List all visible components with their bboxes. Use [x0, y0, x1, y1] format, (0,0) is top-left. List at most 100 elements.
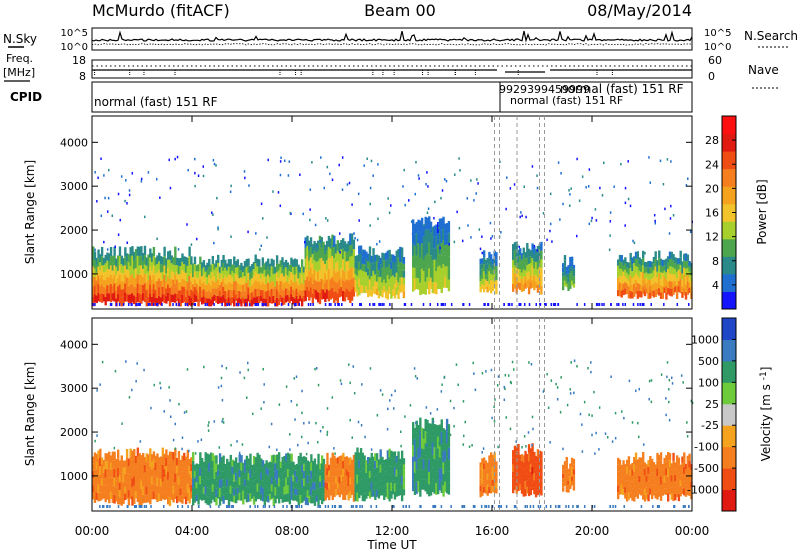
echo-cell [375, 261, 379, 269]
echo-cell [667, 460, 670, 469]
echo-cell [633, 464, 636, 472]
echo-cell [258, 266, 261, 274]
echo-cell [343, 281, 347, 292]
speckle [323, 186, 325, 190]
echo-cell [368, 457, 372, 465]
speckle [126, 202, 128, 205]
echo-cell [481, 273, 484, 279]
speckle [243, 376, 246, 380]
echo-cell [272, 295, 275, 304]
echo-cell [647, 292, 650, 299]
echo-cell [527, 478, 531, 488]
echo-cell [159, 486, 163, 494]
echo-cell [204, 271, 207, 279]
echo-cell [147, 494, 150, 503]
speckle [104, 196, 106, 200]
echo-cell [675, 490, 679, 498]
echo-cell [193, 286, 197, 295]
echo-cell [336, 469, 340, 477]
echo-cell [186, 475, 190, 484]
echo-cell [684, 474, 688, 481]
echo-cell [519, 460, 522, 467]
echo-cell [175, 480, 179, 489]
speckle [518, 245, 521, 249]
echo-cell [633, 269, 636, 277]
echo-cell [429, 244, 433, 256]
echo-cell [303, 485, 306, 494]
echo-cell [483, 278, 486, 286]
echo-cell [672, 452, 675, 461]
speckle [490, 368, 493, 372]
echo-cell [634, 258, 638, 266]
echo-cell [484, 482, 488, 489]
ground-speckle [379, 303, 382, 306]
echo-cell [395, 280, 398, 288]
echo-cell [125, 482, 129, 491]
ground-speckle [422, 303, 425, 306]
echo-cell [347, 270, 350, 281]
echo-cell [125, 457, 129, 466]
cpid-right: normal (fast) 151 RF [560, 82, 684, 96]
ground-speckle [290, 505, 293, 508]
speckle [493, 420, 496, 423]
echo-cell [399, 254, 402, 263]
ground-speckle [249, 505, 251, 508]
echo-cell [240, 262, 243, 271]
echo-cell [149, 466, 152, 477]
ground-speckle [298, 303, 301, 306]
echo-cell [217, 263, 220, 272]
echo-cell [245, 290, 248, 299]
echo-cell [540, 268, 543, 278]
echo-cell [572, 283, 576, 288]
echo-cell [415, 481, 418, 494]
speckle [316, 244, 318, 248]
echo-cell [435, 224, 438, 237]
echo-cell [260, 458, 263, 466]
echo-cell [490, 479, 493, 487]
speckle [416, 377, 419, 380]
echo-cell [479, 479, 482, 486]
echo-cell [227, 297, 231, 306]
echo-cell [320, 463, 324, 472]
echo-cell [420, 217, 424, 231]
echo-cell [222, 487, 225, 496]
echo-cell [224, 487, 227, 494]
echo-cell [572, 485, 576, 491]
echo-cell [311, 263, 315, 274]
echo-cell [399, 489, 402, 496]
echo-cell [670, 251, 673, 260]
speckle [481, 451, 483, 454]
speckle [307, 441, 309, 445]
echo-cell [99, 474, 102, 484]
echo-cell [272, 488, 275, 498]
echo-cell [368, 287, 372, 296]
echo-cell [484, 471, 488, 478]
velocity-ylabel: Slant Range [km] [23, 362, 37, 466]
echo-cell [184, 488, 188, 497]
echo-cell [652, 489, 656, 496]
echo-cell [428, 459, 431, 472]
echo-cell [681, 291, 684, 298]
echo-cell [479, 491, 482, 498]
echo-cell [303, 456, 306, 464]
echo-cell [247, 272, 250, 281]
echo-cell [186, 466, 190, 476]
echo-cell [127, 497, 131, 506]
speckle [377, 163, 379, 166]
speckle [222, 417, 224, 421]
echo-cell [134, 296, 138, 307]
speckle [417, 174, 420, 177]
echo-cell [447, 459, 451, 472]
echo-cell [238, 284, 241, 291]
echo-cell [424, 467, 427, 480]
echo-cell [115, 298, 118, 307]
echo-cell [384, 459, 388, 466]
echo-cell [261, 257, 265, 266]
echo-cell [122, 289, 125, 297]
echo-cell [381, 476, 384, 483]
echo-cell [263, 463, 267, 471]
colorbar-tick-label: 12 [705, 231, 719, 244]
colorbar-swatch [722, 238, 736, 257]
echo-cell [193, 264, 197, 272]
y-tick-label: 4000 [60, 338, 88, 351]
